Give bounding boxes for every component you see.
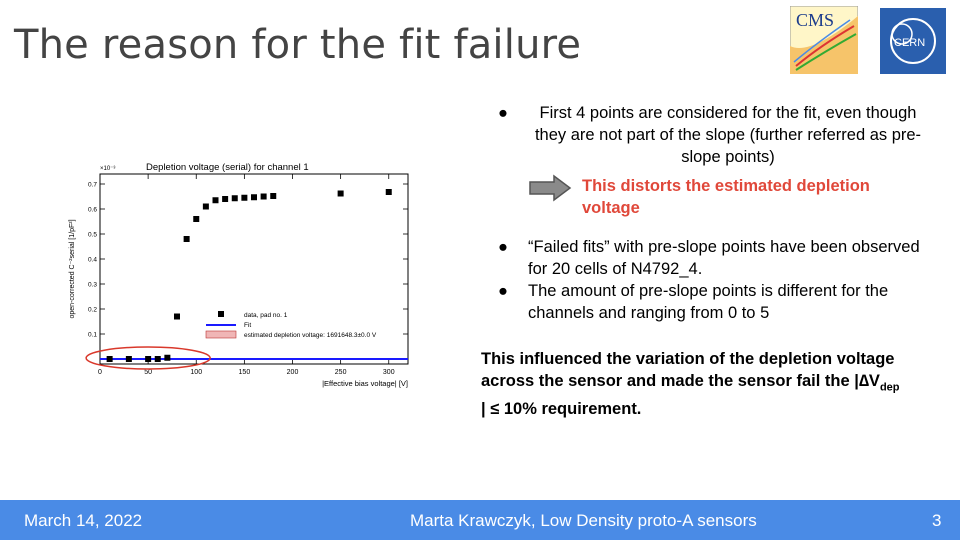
y-tick-label: 0.1	[88, 332, 97, 339]
y-axis-label: open-corrected C⁻²serial [1/pF²]	[69, 219, 76, 318]
conclusion-text: This influenced the variation of the dep…	[481, 348, 901, 420]
data-point	[260, 193, 267, 200]
data-point	[212, 197, 219, 204]
x-tick-label: 300	[383, 369, 395, 376]
pre-slope-highlight	[85, 346, 211, 370]
legend-marker-band	[205, 330, 237, 339]
y-tick-label: 0.6	[88, 207, 97, 214]
data-point	[385, 189, 392, 195]
y-multiplier: ×10⁻³	[100, 166, 115, 172]
arrow-note: This distorts the estimated depletion vo…	[582, 177, 870, 217]
cms-logo: CMS	[790, 6, 858, 74]
data-point	[193, 216, 200, 222]
data-point	[202, 203, 209, 210]
conclusion-part1: This influenced the variation of the dep…	[481, 350, 895, 390]
depletion-plot: Depletion voltage (serial) for channel 1…	[60, 158, 420, 390]
bullet-dot: ●	[498, 282, 508, 300]
plot-svg: Depletion voltage (serial) for channel 1…	[69, 162, 409, 388]
bullet-dot: ●	[498, 238, 508, 256]
bullet-text: First 4 points are considered for the fi…	[534, 104, 922, 166]
data-point	[154, 356, 161, 362]
legend-label-band: estimated depletion voltage: 1691648.3±0…	[244, 332, 377, 339]
bullet-text: The amount of pre-slope points is differ…	[528, 282, 889, 322]
chart-title: Depletion voltage (serial) for channel 1	[146, 162, 309, 173]
y-tick-label: 0.7	[88, 182, 97, 189]
data-point	[174, 313, 180, 320]
conclusion-delta: ∆V	[858, 372, 880, 390]
data-point	[270, 193, 277, 199]
footer-author: Marta Krawczyk, Low Density proto-A sens…	[410, 511, 757, 530]
data-point	[222, 196, 229, 202]
arrow-right-icon	[529, 174, 572, 202]
conclusion-sub: dep	[879, 381, 900, 394]
svg-text:CMS: CMS	[796, 10, 834, 30]
x-tick-label: 100	[190, 369, 202, 376]
x-tick-label: 250	[335, 369, 347, 376]
data-point	[145, 356, 152, 362]
cern-logo: CERN	[880, 8, 946, 74]
footer-page-number: 3	[932, 511, 942, 530]
data-point	[164, 354, 171, 361]
bullet-item: ● First 4 points are considered for the …	[488, 102, 928, 168]
bullet-item: ● The amount of pre-slope points is diff…	[488, 280, 928, 324]
bullet-list-bottom: ● “Failed fits” with pre-slope points ha…	[488, 236, 928, 324]
legend-marker-data	[218, 311, 224, 317]
slide-title: The reason for the fit failure	[14, 22, 582, 68]
data-point	[231, 195, 238, 202]
data-point	[241, 194, 248, 201]
conclusion-part2: | ≤ 10% requirement.	[481, 400, 642, 419]
legend-label-fit: Fit	[244, 322, 251, 329]
x-tick-label: 150	[239, 369, 251, 376]
x-tick-label: 50	[144, 369, 152, 376]
bullet-list-top: ● First 4 points are considered for the …	[488, 102, 928, 168]
bullet-item: ● “Failed fits” with pre-slope points ha…	[488, 236, 928, 280]
bullet-dot: ●	[498, 104, 508, 122]
x-tick-label: 0	[98, 369, 102, 376]
data-point	[183, 236, 190, 242]
plot-frame	[99, 173, 409, 365]
svg-text:CERN: CERN	[894, 37, 925, 49]
y-tick-label: 0.5	[88, 232, 97, 239]
data-point	[337, 190, 344, 197]
data-point	[106, 356, 113, 362]
legend-label-data: data, pad no. 1	[244, 312, 288, 319]
data-point	[251, 194, 257, 201]
x-tick-label: 200	[287, 369, 299, 376]
y-tick-label: 0.2	[88, 307, 97, 314]
data-point	[125, 356, 132, 362]
footer-bar: March 14, 2022 Marta Krawczyk, Low Densi…	[0, 500, 960, 540]
footer-date: March 14, 2022	[24, 511, 143, 530]
y-tick-label: 0.4	[88, 257, 97, 264]
x-axis-label: |Effective bias voltage| [V]	[322, 379, 408, 388]
y-tick-label: 0.3	[88, 282, 97, 289]
bullet-text: “Failed fits” with pre-slope points have…	[528, 238, 920, 278]
